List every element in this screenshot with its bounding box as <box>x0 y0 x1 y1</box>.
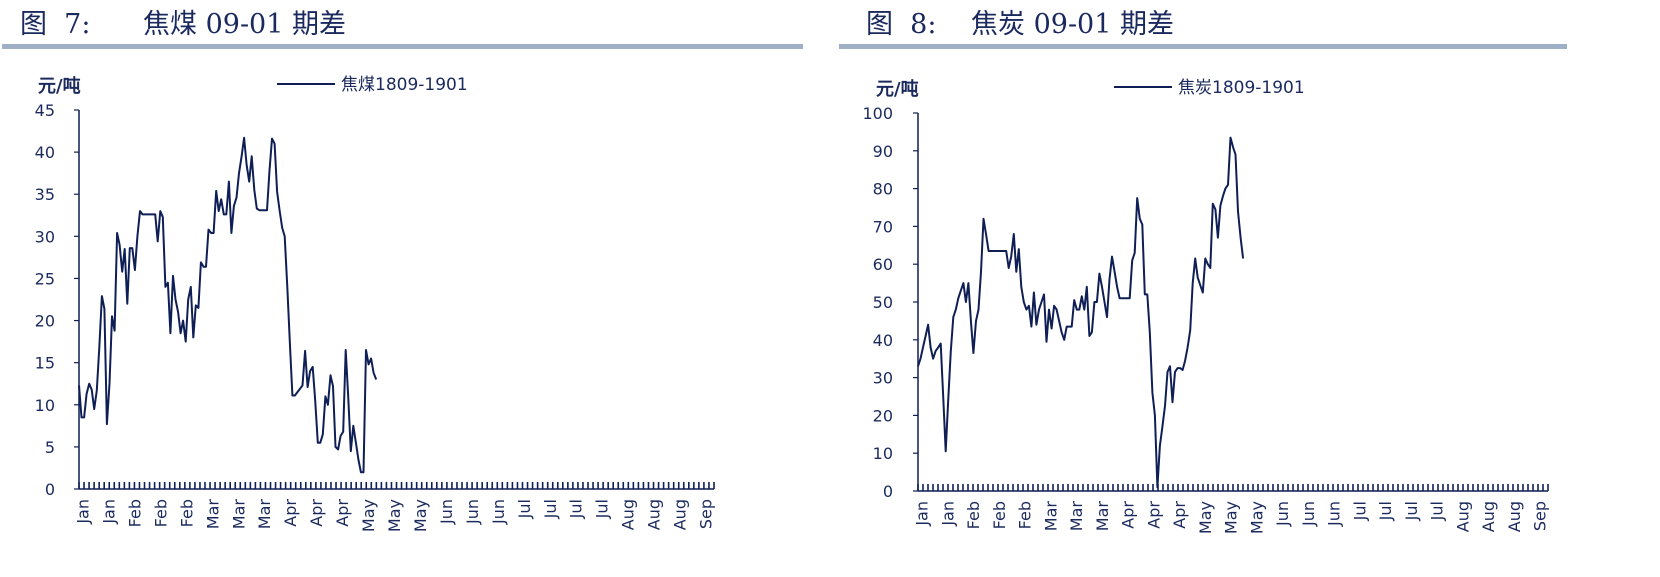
y-tick-label: 20 <box>35 312 55 331</box>
x-tick-label: Feb <box>1016 501 1035 529</box>
x-tick-label: Jul <box>1350 501 1369 521</box>
x-tick-label: Mar <box>255 499 274 530</box>
x-tick-label: May <box>411 499 430 532</box>
y-axis-unit-label: 元/吨 <box>876 78 919 100</box>
y-tick-label: 35 <box>35 185 55 204</box>
y-tick-label: 90 <box>873 142 893 161</box>
x-tick-label: Mar <box>229 499 248 530</box>
y-tick-label: 25 <box>35 269 55 288</box>
y-tick-label: 30 <box>35 227 55 246</box>
x-tick-label: Jun <box>437 499 456 525</box>
x-tick-label: May <box>385 499 404 532</box>
x-tick-label: Jan <box>99 499 118 525</box>
x-tick-label: Jan <box>913 501 932 527</box>
y-tick-label: 20 <box>873 406 893 425</box>
title-rule <box>839 44 1567 49</box>
x-tick-label: Apr <box>1170 501 1189 529</box>
figure-number: 图 7: <box>20 9 91 40</box>
x-tick-label: Aug <box>671 499 690 530</box>
x-tick-label: Feb <box>177 499 196 527</box>
y-tick-label: 40 <box>873 331 893 350</box>
x-tick-label: Mar <box>1067 501 1086 532</box>
x-tick-label: Aug <box>1505 501 1524 532</box>
line-chart-coking-coal: 元/吨 焦煤1809-1901 0 5 10 15 20 25 30 35 40 45 Jan Jan Fe… <box>35 75 716 532</box>
x-tick-label: Feb <box>990 501 1009 529</box>
series-line <box>78 136 378 474</box>
y-tick-label: 5 <box>45 438 55 457</box>
y-tick-label: 80 <box>873 180 893 199</box>
legend-label: 焦炭1809-1901 <box>1178 78 1305 98</box>
x-tick-label: Mar <box>203 499 222 530</box>
x-tick-label: Jul <box>541 499 560 519</box>
y-tick-label: 10 <box>873 444 893 463</box>
x-tick-label: Aug <box>1479 501 1498 532</box>
x-tick-label: Jul <box>1376 501 1395 521</box>
x-tick-label: Feb <box>964 501 983 529</box>
x-tick-label: May <box>1247 501 1266 534</box>
chart-panel-coke: 图 8: 焦炭 09-01 期差 元/吨 焦炭1809-1901 0 10 20 30 40… <box>839 0 1660 577</box>
x-tick-label: Aug <box>1453 501 1472 532</box>
y-tick-label: 60 <box>873 255 893 274</box>
figure-title: 焦煤 09-01 期差 <box>143 9 347 40</box>
x-tick-label: Jul <box>593 499 612 519</box>
x-tick-label: Mar <box>1093 501 1112 532</box>
x-tick-label: Jul <box>567 499 586 519</box>
x-tick-label: Jun <box>1325 501 1344 527</box>
series-line <box>917 136 1245 489</box>
y-tick-label: 0 <box>45 480 55 499</box>
x-tick-label: May <box>1196 501 1215 534</box>
x-tick-label: Mar <box>1041 501 1060 532</box>
x-tick-label: Jun <box>1299 501 1318 527</box>
x-tick-label: Aug <box>645 499 664 530</box>
x-tick-label: Jan <box>74 499 93 525</box>
y-tick-label: 30 <box>873 369 893 388</box>
x-tick-label: Jul <box>1402 501 1421 521</box>
y-axis-unit-label: 元/吨 <box>38 75 81 97</box>
y-tick-label: 50 <box>873 293 893 312</box>
title-rule <box>2 44 803 49</box>
x-tick-label: May <box>1222 501 1241 534</box>
x-tick-label: Jul <box>1428 501 1447 521</box>
x-tick-label: Jan <box>938 501 957 527</box>
x-tick-label: Feb <box>151 499 170 527</box>
x-tick-label: Jun <box>463 499 482 525</box>
y-tick-label: 0 <box>883 482 893 501</box>
y-tick-label: 10 <box>35 396 55 415</box>
figure-number: 图 8: <box>866 9 937 40</box>
y-tick-label: 45 <box>35 101 55 120</box>
line-chart-coke: 元/吨 焦炭1809-1901 0 10 20 30 40 50 60 70 80 90 100 Jan J… <box>862 78 1550 534</box>
x-tick-label: May <box>359 499 378 532</box>
x-tick-label: Sep <box>1531 501 1550 531</box>
x-tick-label: Feb <box>125 499 144 527</box>
y-tick-label: 40 <box>35 143 55 162</box>
y-tick-label: 70 <box>873 217 893 236</box>
x-tick-label: Apr <box>333 499 352 527</box>
x-tick-label: Apr <box>281 499 300 527</box>
x-tick-label: Apr <box>1119 501 1138 529</box>
figure-title: 焦炭 09-01 期差 <box>971 9 1175 40</box>
y-tick-label: 15 <box>35 354 55 373</box>
x-tick-label: Sep <box>697 499 716 529</box>
legend-label: 焦煤1809-1901 <box>341 75 468 95</box>
x-tick-label: Jun <box>489 499 508 525</box>
chart-panel-coking-coal: 图 7: 焦煤 09-01 期差 元/吨 焦煤1809-1901 0 5 10 15 20 2… <box>0 0 820 577</box>
y-tick-label: 100 <box>862 104 893 123</box>
x-tick-label: Apr <box>1144 501 1163 529</box>
x-tick-label: Aug <box>619 499 638 530</box>
x-tick-label: Jun <box>1273 501 1292 527</box>
x-tick-label: Apr <box>307 499 326 527</box>
x-tick-label: Jul <box>515 499 534 519</box>
